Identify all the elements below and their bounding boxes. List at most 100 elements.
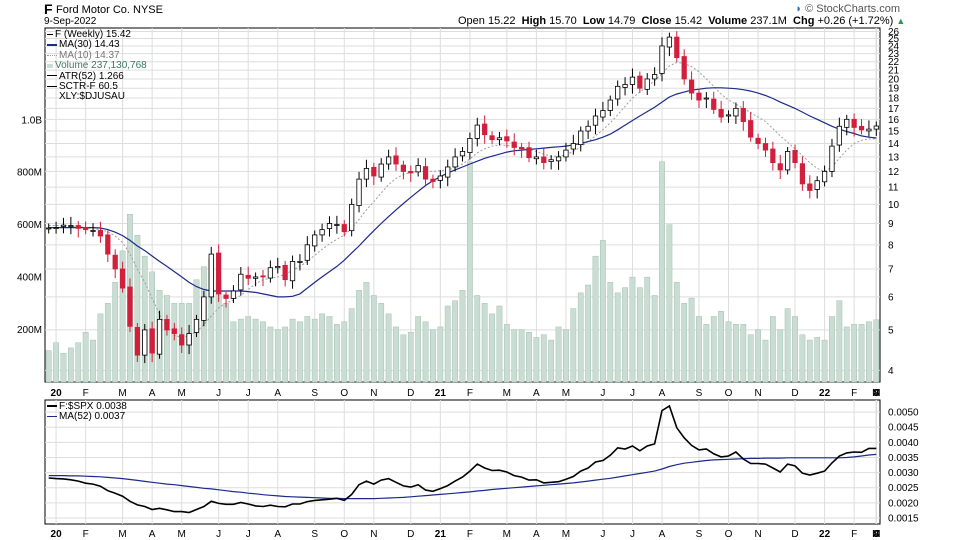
candle-body [541,156,547,163]
chart-header: F Ford Motor Co. NYSE 9-Sep-2022 ◗ © Sto… [0,0,960,28]
candle-body [90,230,96,232]
legend-item-atr: ATR(52) 1.266 [47,71,147,82]
x-tick-label: S [873,529,880,540]
volume-bar [769,316,776,383]
candlestick [459,146,466,162]
volume-bar [97,313,104,383]
volume-bar [858,324,865,383]
x-tick-label: A [274,388,281,399]
close-value: 15.42 [674,15,703,27]
x-tick-label: O [340,529,348,540]
volume-bar [90,339,96,383]
candle-body [422,166,429,180]
x-tick-label: 21 [435,529,447,540]
candlestick [511,133,517,156]
volume-bar [777,329,784,383]
volume-bar [467,161,473,383]
volume-bar [600,240,606,383]
x-tick-label: F [851,388,857,399]
volume-bar [385,313,392,383]
candle-body [821,171,828,183]
ratio-ma52-line [48,453,877,500]
close-label: Close [641,15,672,27]
ratio-tick-label: 0.0020 [888,498,919,509]
x-tick-label: F [851,529,857,540]
candlestick [149,321,155,363]
volume-bar [843,326,850,383]
candle-body [127,286,133,327]
volume-bar [393,326,399,383]
candle-body [814,180,820,190]
candle-body [777,163,783,171]
volume-bar [378,303,385,383]
candlestick [356,171,362,213]
candle-body [459,151,466,157]
y-tick-label: 21 [888,66,900,77]
volume-bar [592,255,599,383]
x-tick-label: A [659,529,666,540]
volume-bar [607,282,614,383]
x-tick-label: S [696,388,703,399]
x-tick-label: M [503,388,511,399]
candlestick [785,146,791,175]
volume-bar [164,295,170,383]
volume-bar [836,300,843,383]
legend-item-ratio: F:$SPX 0.0038 [47,401,127,412]
y-tick-label: 15 [888,127,900,138]
candle-body [385,156,392,165]
volume-bar [356,290,362,383]
company-name: Ford Motor Co. NYSE [56,4,163,16]
y-tick-label: 12 [888,167,900,178]
volume-bar [237,318,244,383]
candlestick [119,261,126,293]
volume-bar [437,326,444,383]
candle-body [578,130,584,146]
candlestick [83,221,89,235]
candlestick [467,132,473,160]
volume-bar [622,287,628,383]
candlestick [799,156,806,191]
volume-bar [282,326,289,383]
volume-bar [784,308,791,383]
volume-bar [489,313,495,383]
candlestick [105,230,111,263]
volume-bar [792,316,798,383]
y-tick-label: 7 [888,265,894,276]
ratio-gridlines [45,400,880,524]
y-tick-label: 23 [888,49,900,60]
candlestick [408,165,414,183]
volume-bar [230,321,237,383]
candle-body [430,178,436,182]
candlestick [127,278,133,333]
volume-bar [496,305,503,383]
candle-body [474,124,480,139]
candlestick [134,322,140,362]
volume-tick-label: 200M [17,325,42,336]
candle-body [496,137,503,141]
volume-bar [873,319,880,383]
candlestick [644,73,650,96]
volume-bar [348,308,355,383]
candlestick [585,120,591,139]
up-arrow-icon: ▲ [896,16,906,26]
y-tick-label: 6 [888,292,894,303]
volume-bar [415,316,422,383]
volume-bar [45,350,52,383]
candle-body [297,261,303,263]
candlestick [541,148,547,170]
y-tick-label: 5 [888,325,894,336]
candle-body [600,110,606,118]
candlestick [238,266,244,296]
volume-bar [548,339,555,383]
candle-body [622,84,628,88]
volume-bar [311,318,318,383]
candle-body [60,224,67,227]
candle-body [555,156,562,162]
volume-bar [688,297,695,383]
candle-body [518,147,525,150]
candle-body [637,75,643,89]
candlestick [836,117,842,152]
x-tick-label: M [872,388,880,399]
candle-body [341,224,347,233]
candle-body [762,143,769,151]
